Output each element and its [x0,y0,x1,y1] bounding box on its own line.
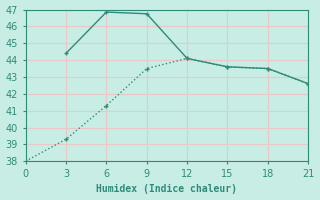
X-axis label: Humidex (Indice chaleur): Humidex (Indice chaleur) [96,184,237,194]
